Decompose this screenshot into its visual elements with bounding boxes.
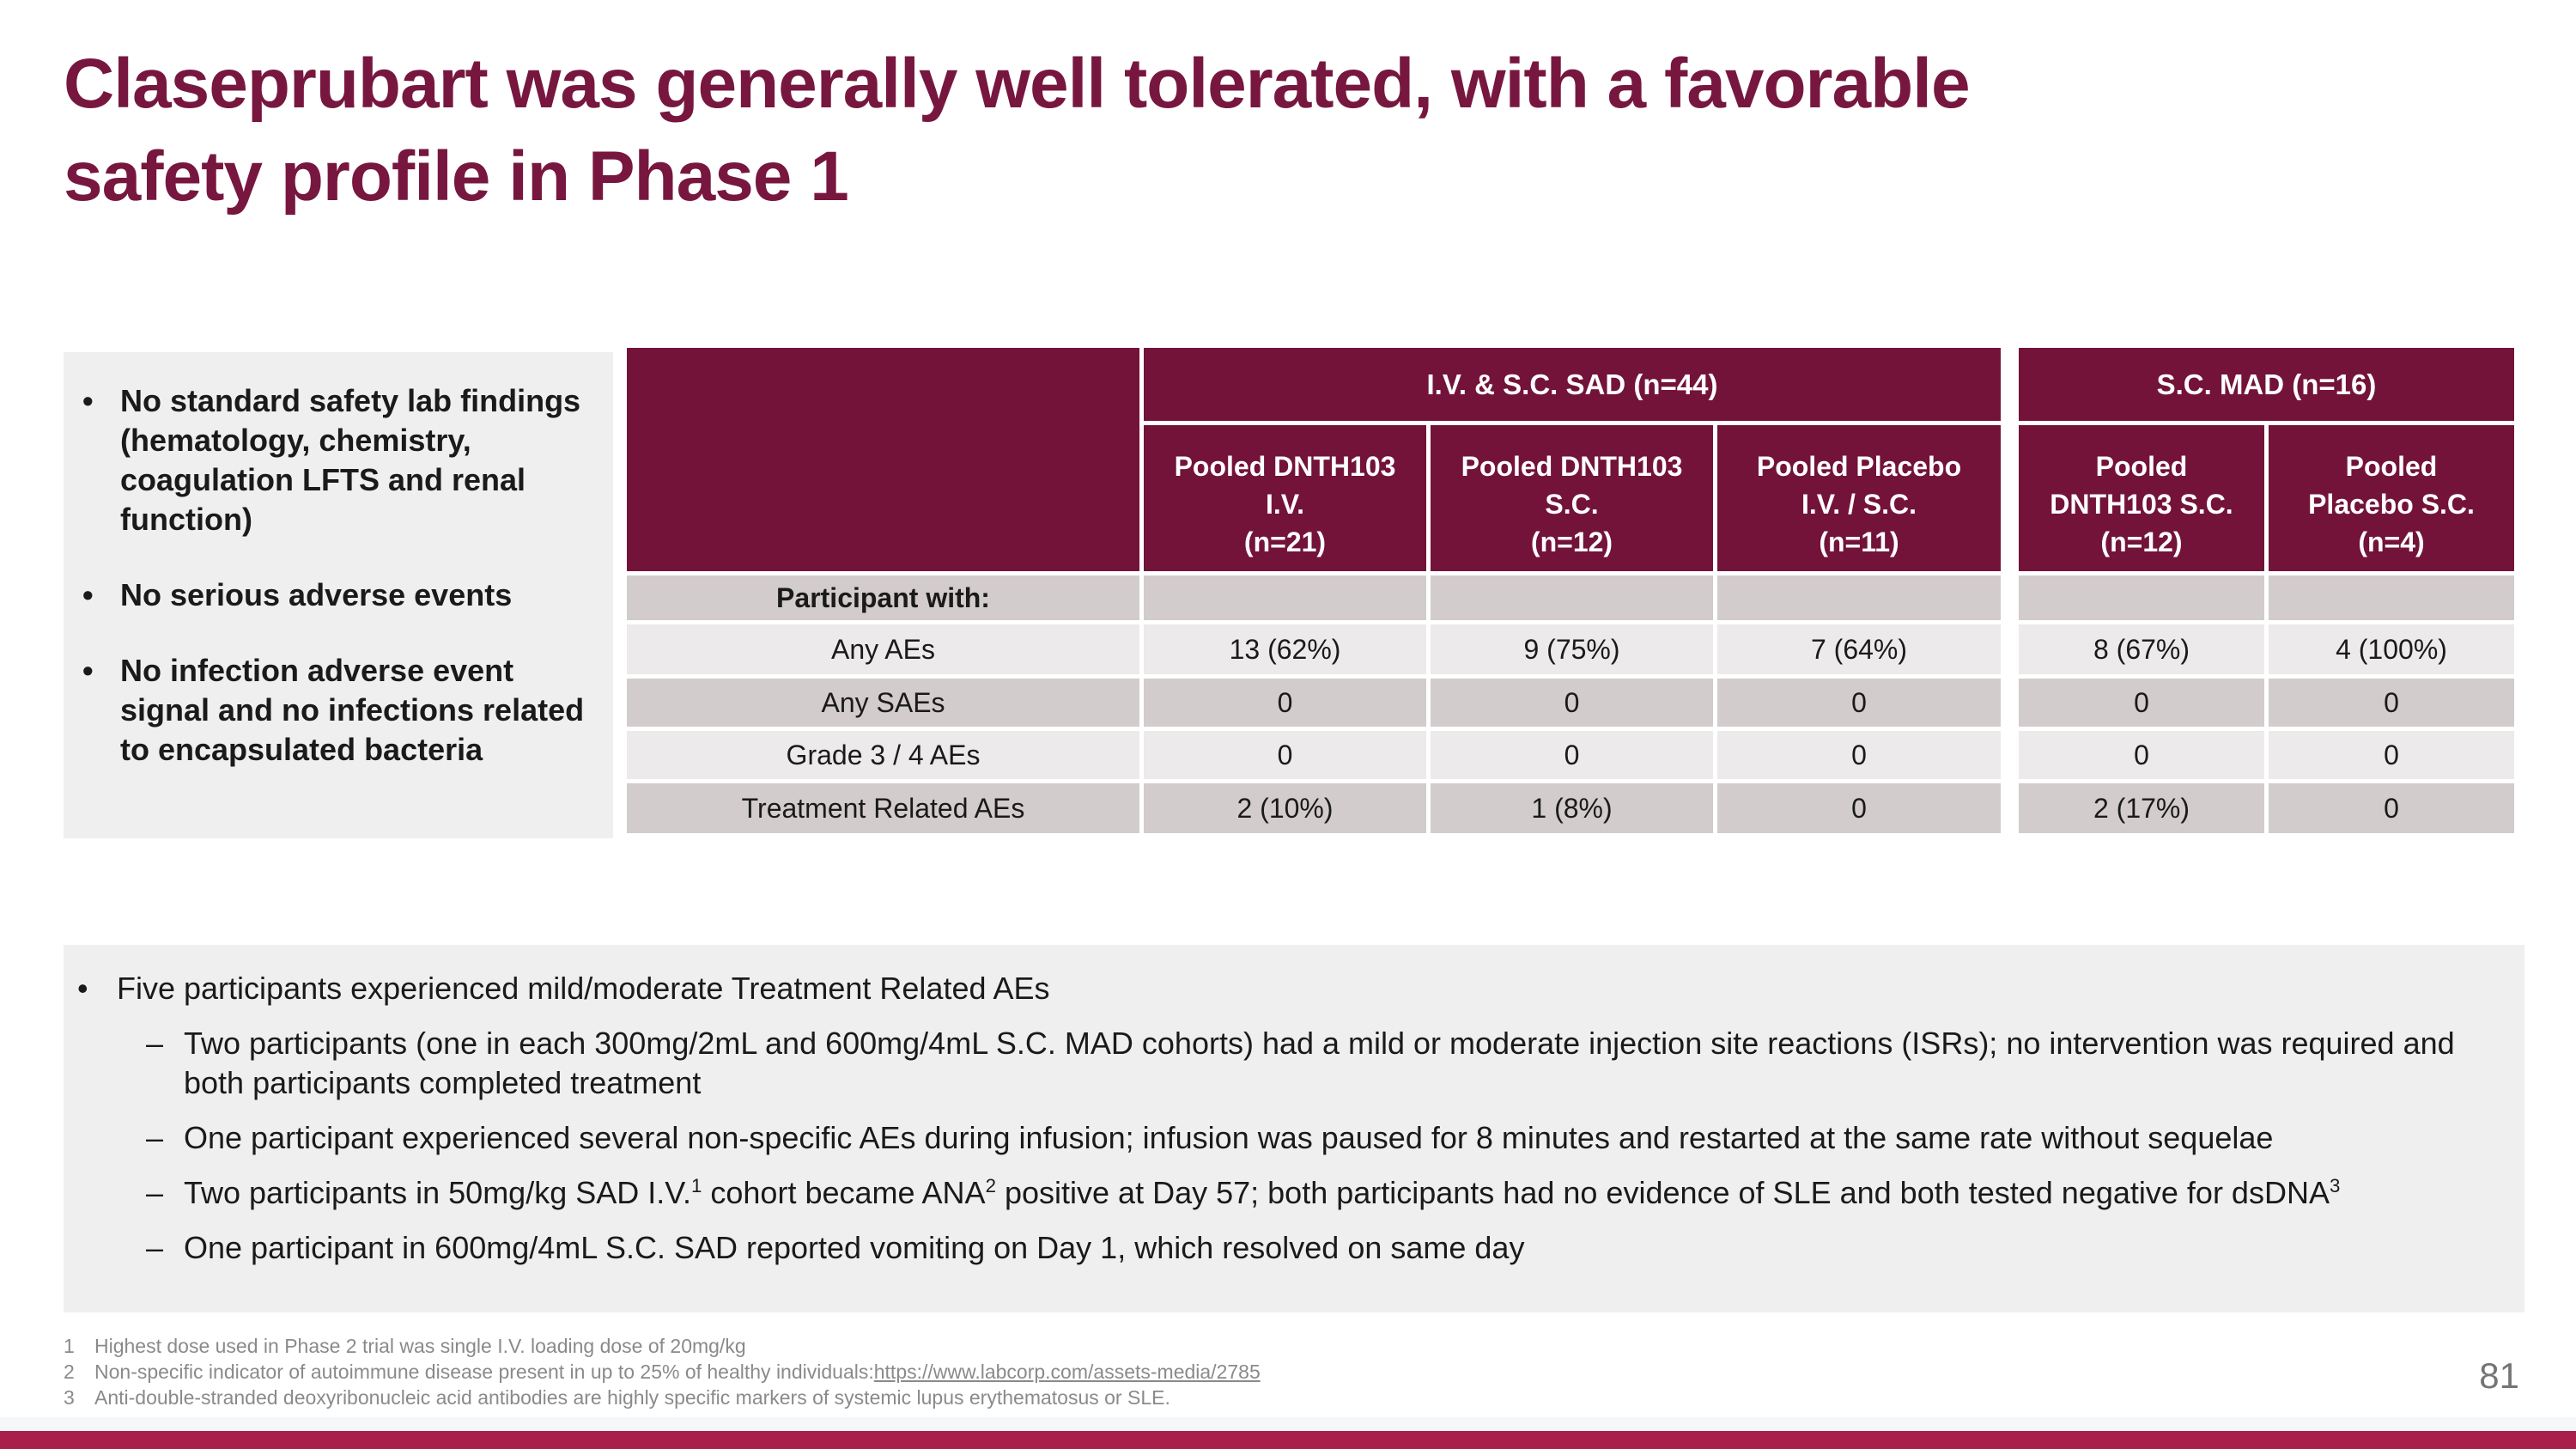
table-cell: 8 (67%)	[2019, 624, 2264, 674]
finding-main-text: Five participants experienced mild/moder…	[117, 971, 1050, 1006]
table-cell: 0	[2269, 783, 2514, 833]
finding-sub-text: One participant experienced several non-…	[184, 1120, 2274, 1155]
table-cell: 0	[1144, 679, 1426, 727]
dash-icon: –	[146, 1120, 164, 1155]
footnote-number: 2	[64, 1361, 75, 1383]
column-header-n: (n=12)	[2100, 527, 2183, 557]
finding-sub-text: One participant in 600mg/4mL S.C. SAD re…	[184, 1230, 1525, 1265]
column-header-name: Pooled DNTH103 S.C.	[1461, 451, 1683, 520]
table-cell-empty	[2019, 575, 2264, 620]
row-label-participant-with: Participant with:	[627, 575, 1139, 620]
column-header-name: Pooled DNTH103 S.C.	[2050, 451, 2233, 520]
finding-sub-infusion: – One participant experienced several no…	[146, 1118, 2514, 1158]
page-title: Claseprubart was generally well tolerate…	[64, 45, 1971, 216]
bullet-icon: •	[77, 971, 88, 1006]
bullet-icon: •	[82, 653, 94, 688]
row-label-treatment-related-aes: Treatment Related AEs	[627, 783, 1139, 833]
footnote-2: 2 Non-specific indicator of autoimmune d…	[64, 1359, 1261, 1385]
footnote-text: Highest dose used in Phase 2 trial was s…	[94, 1335, 746, 1357]
sad-group-header: I.V. & S.C. SAD (n=44)	[1144, 348, 2001, 421]
column-header-name: Pooled DNTH103 I.V.	[1174, 451, 1396, 520]
key-points-panel: • No standard safety lab findings (hemat…	[64, 352, 613, 838]
key-point-text: No standard safety lab findings (hematol…	[120, 383, 581, 537]
safety-table-sad: I.V. & S.C. SAD (n=44) Pooled DNTH103 I.V…	[627, 348, 2001, 833]
footnotes: 1 Highest dose used in Phase 2 trial was…	[64, 1333, 1261, 1410]
table-cell: 0	[2019, 731, 2264, 779]
finding-sub-ana: – Two participants in 50mg/kg SAD I.V.1 …	[146, 1173, 2514, 1213]
row-label-grade34-aes: Grade 3 / 4 AEs	[627, 731, 1139, 779]
footnote-1: 1 Highest dose used in Phase 2 trial was…	[64, 1333, 1261, 1359]
table-cell: 9 (75%)	[1431, 624, 1713, 674]
footnote-number: 1	[64, 1335, 75, 1357]
table-cell: 0	[1717, 731, 2001, 779]
table-cell: 0	[1431, 731, 1713, 779]
key-point-safety-labs: • No standard safety lab findings (hemat…	[82, 381, 592, 539]
row-label-any-saes: Any SAEs	[627, 679, 1139, 727]
key-point-text: No serious adverse events	[120, 577, 513, 612]
footnote-3: 3 Anti-double-stranded deoxyribonucleic …	[64, 1385, 1261, 1410]
table-cell-empty	[2269, 575, 2514, 620]
dash-icon: –	[146, 1026, 164, 1061]
table-corner-cell	[627, 348, 1139, 571]
dash-icon: –	[146, 1175, 164, 1210]
row-label-any-aes: Any AEs	[627, 624, 1139, 674]
page-number: 81	[2479, 1355, 2519, 1396]
table-cell: 13 (62%)	[1144, 624, 1426, 674]
footnote-number: 3	[64, 1386, 75, 1409]
mad-group-header: S.C. MAD (n=16)	[2019, 348, 2514, 421]
table-cell-empty	[1717, 575, 2001, 620]
column-header-mad-placebo-sc: Pooled Placebo S.C. (n=4)	[2269, 425, 2514, 571]
table-cell: 1 (8%)	[1431, 783, 1713, 833]
finding-sub-vomiting: – One participant in 600mg/4mL S.C. SAD …	[146, 1228, 2514, 1268]
table-cell: 2 (17%)	[2019, 783, 2264, 833]
key-point-no-saes: • No serious adverse events	[82, 575, 592, 615]
finding-sub-text: Two participants (one in each 300mg/2mL …	[184, 1026, 2455, 1100]
table-cell: 0	[2269, 679, 2514, 727]
footnote-text: Non-specific indicator of autoimmune dis…	[94, 1361, 1261, 1383]
dash-icon: –	[146, 1230, 164, 1265]
bullet-icon: •	[82, 577, 94, 612]
table-cell-empty	[1431, 575, 1713, 620]
table-cell: 4 (100%)	[2269, 624, 2514, 674]
table-cell: 0	[1144, 731, 1426, 779]
column-header-n: (n=12)	[1530, 527, 1613, 557]
column-header-name: Pooled Placebo I.V. / S.C.	[1756, 451, 1962, 520]
table-cell: 2 (10%)	[1144, 783, 1426, 833]
column-header-n: (n=21)	[1243, 527, 1327, 557]
table-cell: 0	[1717, 783, 2001, 833]
bottom-accent-bar	[0, 1431, 2576, 1449]
finding-main: • Five participants experienced mild/mod…	[77, 969, 2514, 1008]
safety-table-mad: S.C. MAD (n=16) Pooled DNTH103 S.C. (n=12…	[2019, 348, 2514, 833]
column-header-dnth103-sc: Pooled DNTH103 S.C. (n=12)	[1431, 425, 1713, 571]
finding-sub-isr: – Two participants (one in each 300mg/2m…	[146, 1024, 2514, 1103]
bullet-icon: •	[82, 383, 94, 418]
column-header-n: (n=4)	[2358, 527, 2425, 557]
footnote-text: Anti-double-stranded deoxyribonucleic ac…	[94, 1386, 1170, 1409]
pre-accent-strip	[0, 1417, 2576, 1431]
table-cell-empty	[1144, 575, 1426, 620]
table-cell: 0	[1717, 679, 2001, 727]
column-header-name: Pooled Placebo S.C.	[2308, 451, 2475, 520]
table-cell: 0	[2269, 731, 2514, 779]
table-cell: 0	[1431, 679, 1713, 727]
key-point-no-infection: • No infection adverse event signal and …	[82, 651, 592, 770]
finding-sub-text: Two participants in 50mg/kg SAD I.V.1 co…	[184, 1175, 2341, 1210]
column-header-dnth103-iv: Pooled DNTH103 I.V. (n=21)	[1144, 425, 1426, 571]
findings-panel: • Five participants experienced mild/mod…	[64, 945, 2524, 1312]
column-header-mad-dnth103-sc: Pooled DNTH103 S.C. (n=12)	[2019, 425, 2264, 571]
footnote-link[interactable]: https://www.labcorp.com/assets-media/278…	[873, 1361, 1261, 1383]
key-point-text: No infection adverse event signal and no…	[120, 653, 585, 767]
table-cell: 0	[2019, 679, 2264, 727]
table-cell: 7 (64%)	[1717, 624, 2001, 674]
column-header-placebo-ivsc: Pooled Placebo I.V. / S.C. (n=11)	[1717, 425, 2001, 571]
column-header-n: (n=11)	[1819, 527, 1899, 557]
